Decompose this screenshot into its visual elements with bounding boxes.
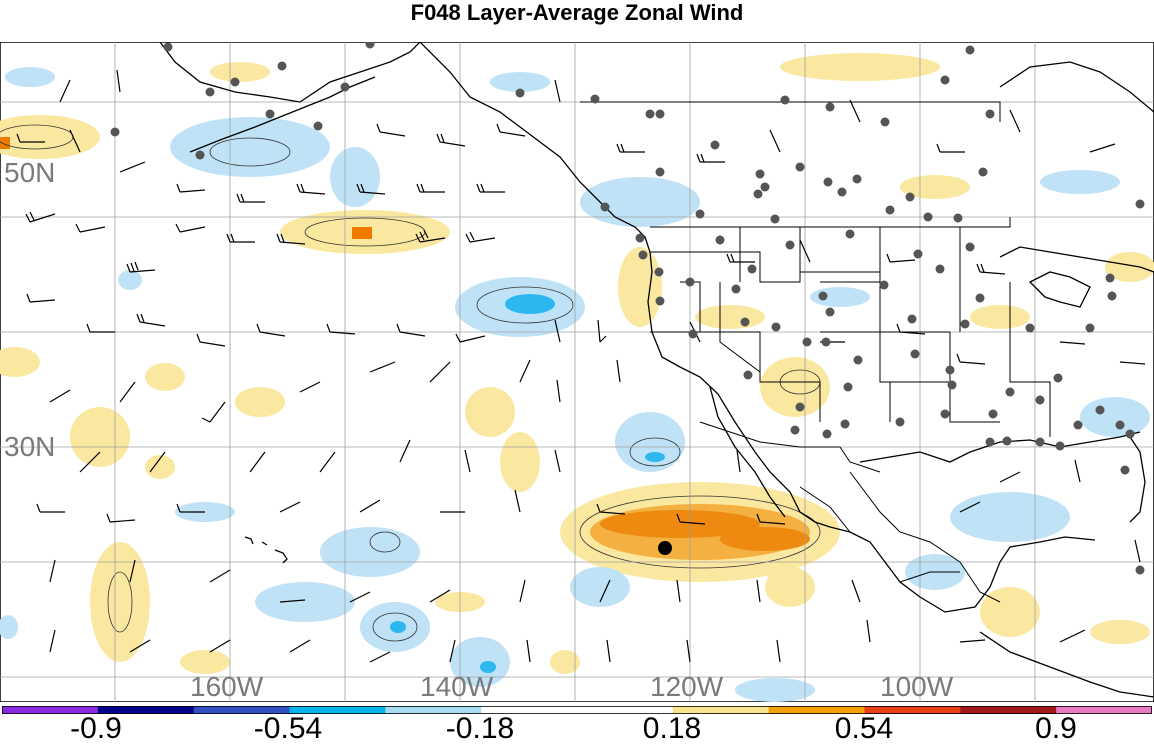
negative-wind-shading-strong xyxy=(390,294,665,673)
colorbar-border xyxy=(2,706,1152,714)
wind-barbs xyxy=(16,69,1146,663)
colorbar-segment xyxy=(481,706,578,714)
colorbar-label: 0.18 xyxy=(642,712,702,745)
station-dots xyxy=(110,42,1145,575)
colorbar-label: 0.9 xyxy=(1035,712,1077,745)
lon-label-140w: 140W xyxy=(420,671,494,702)
map-title: F048 Layer-Average Zonal Wind xyxy=(410,0,744,25)
colorbar-segment xyxy=(577,706,674,714)
lon-label-160w: 160W xyxy=(190,671,264,702)
colorbar-segment xyxy=(1056,706,1152,714)
colorbar-segment xyxy=(289,706,386,714)
colorbar-label: -0.54 xyxy=(253,712,323,745)
colorbar-segment xyxy=(672,706,770,714)
colorbar xyxy=(2,706,1152,714)
borders xyxy=(580,101,1051,603)
positive-wind-shading xyxy=(0,53,1154,674)
lat-label-50n: 50N xyxy=(4,157,56,188)
negative-wind-shading xyxy=(0,67,1150,702)
lat-label-30n: 30N xyxy=(4,431,56,462)
colorbar-segment xyxy=(97,706,195,714)
colorbar-segment xyxy=(193,706,290,714)
lon-label-120w: 120W xyxy=(650,671,724,702)
colorbar-segment xyxy=(385,706,482,714)
colorbar-label: 0.54 xyxy=(834,712,894,745)
positive-wind-shading-strong xyxy=(0,137,810,560)
marked-location-dot xyxy=(658,541,672,555)
colorbar-segment xyxy=(864,706,961,714)
lon-label-100w: 100W xyxy=(880,671,954,702)
colorbar-label: -0.9 xyxy=(70,712,122,745)
colorbar-segment xyxy=(2,706,99,714)
colorbar-segment xyxy=(768,706,865,714)
colorbar-segment xyxy=(960,706,1057,714)
zonal-wind-map xyxy=(0,42,1154,702)
colorbar-label: -0.18 xyxy=(445,712,515,745)
